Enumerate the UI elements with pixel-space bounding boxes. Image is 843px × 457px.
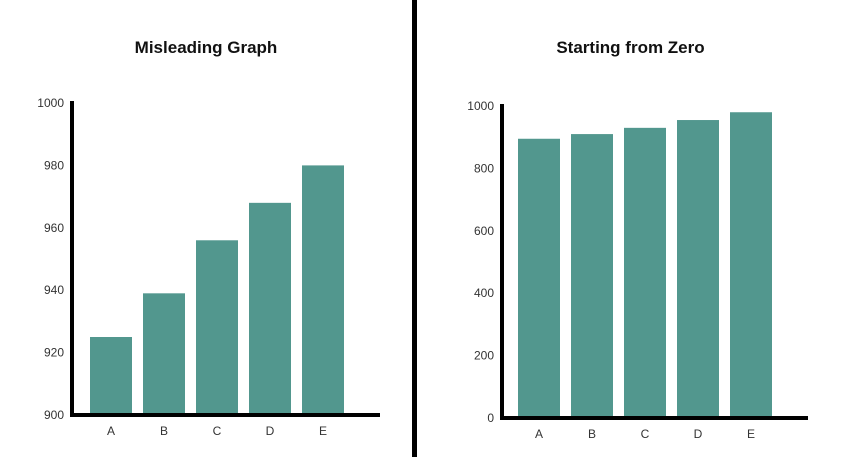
x-tick-label: C [641, 427, 650, 441]
bar-e [302, 165, 344, 415]
y-tick-label: 920 [44, 346, 64, 360]
bar-a [518, 138, 560, 418]
y-tick-label: 200 [474, 349, 494, 363]
x-tick-label: A [535, 427, 543, 441]
y-tick-label: 940 [44, 283, 64, 297]
chart-title: Starting from Zero [556, 38, 705, 57]
zero-based-bar-chart: 0 200 400 600 800 1000 A B C D E [467, 99, 808, 441]
y-tick-label: 960 [44, 221, 64, 235]
x-tick-label: D [266, 424, 275, 438]
misleading-bar-chart: 900 920 940 960 980 1000 A B C D E [37, 96, 380, 438]
x-tick-label: C [213, 424, 222, 438]
bar-d [249, 202, 291, 415]
bar-e [730, 112, 772, 419]
bar-a [90, 337, 132, 415]
bar-c [196, 240, 238, 415]
x-tick-label: B [588, 427, 596, 441]
zero-based-chart-panel: Starting from Zero 0 200 400 600 800 1000 A B C D… [418, 0, 843, 457]
y-tick-label: 980 [44, 158, 64, 172]
x-tick-label: B [160, 424, 168, 438]
y-tick-label: 400 [474, 286, 494, 300]
y-tick-label: 800 [474, 161, 494, 175]
y-tick-label: 1000 [467, 99, 494, 113]
y-tick-label: 900 [44, 408, 64, 422]
bar-b [143, 293, 185, 415]
x-tick-label: E [319, 424, 327, 438]
x-tick-label: D [694, 427, 703, 441]
panel-divider [412, 0, 417, 457]
y-tick-label: 600 [474, 224, 494, 238]
chart-title: Misleading Graph [134, 38, 278, 57]
bar-d [677, 120, 719, 418]
x-tick-label: E [747, 427, 755, 441]
x-tick-label: A [107, 424, 115, 438]
misleading-chart-panel: Misleading Graph 900 920 940 960 980 1000 A B C D… [0, 0, 412, 457]
bar-b [571, 134, 613, 418]
y-tick-label: 0 [487, 411, 494, 425]
y-tick-label: 1000 [37, 96, 64, 110]
bar-c [624, 127, 666, 418]
